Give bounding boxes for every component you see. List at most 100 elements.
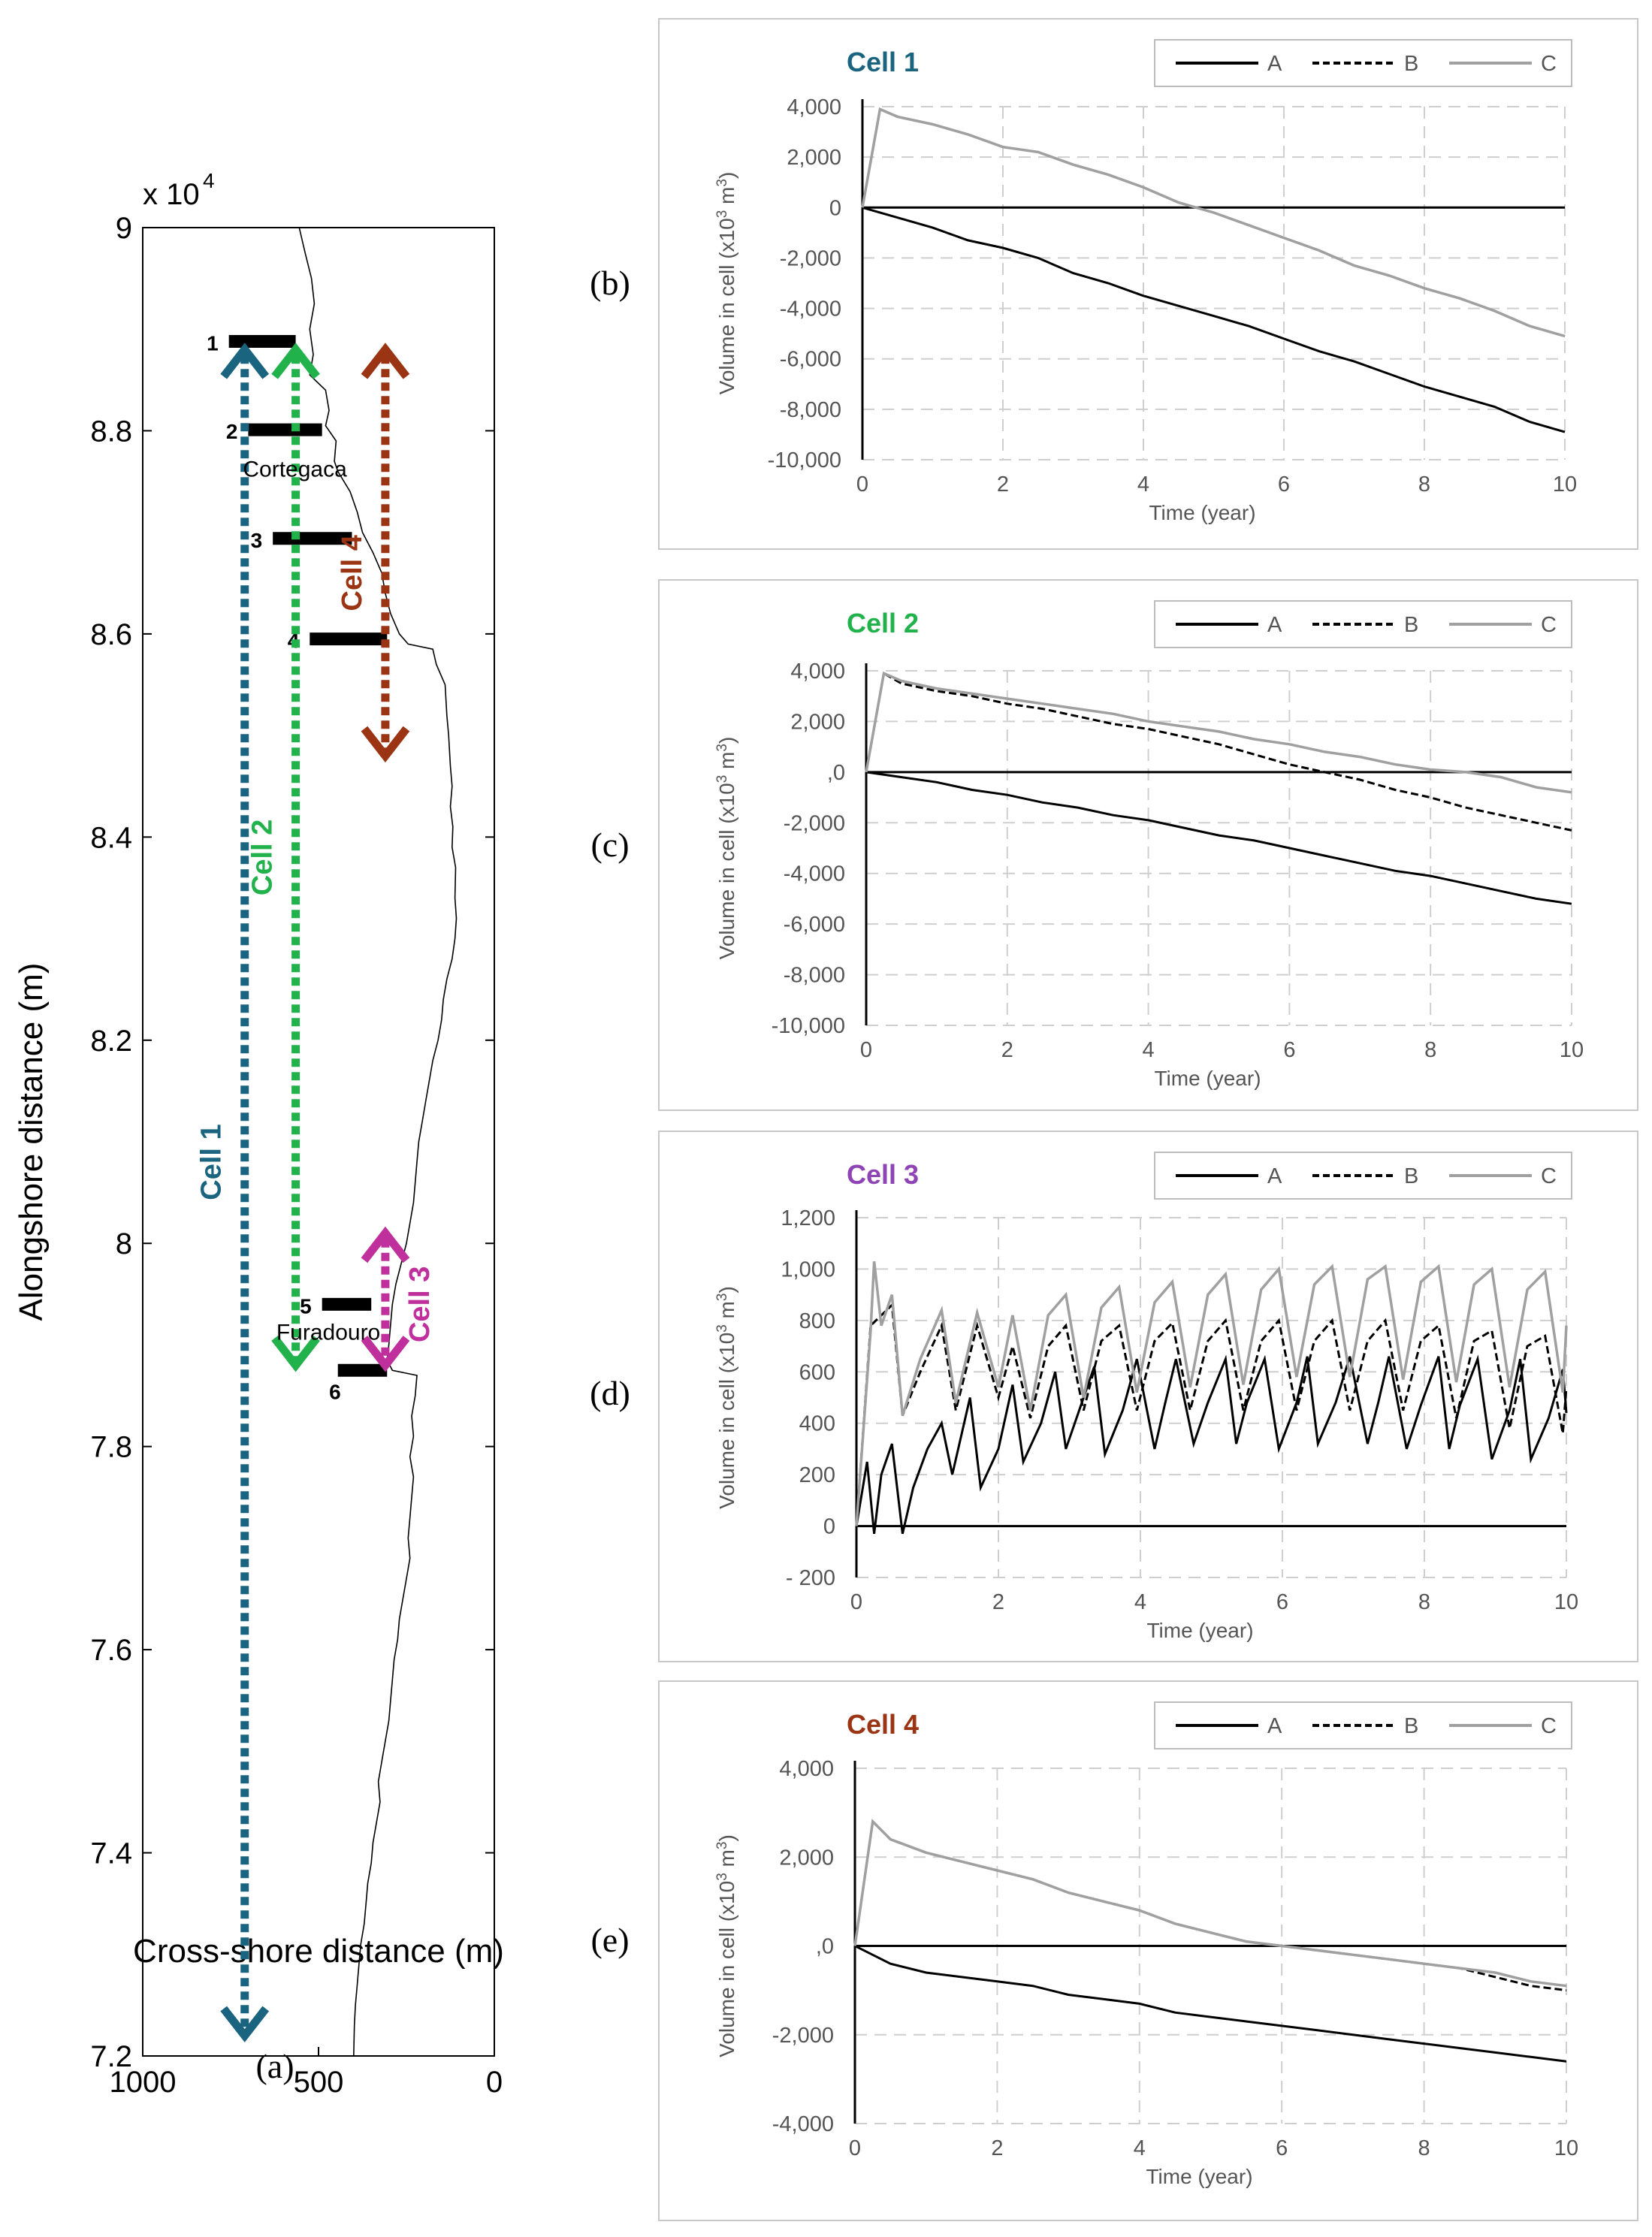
y-tick-label: -10,000 <box>772 1014 845 1038</box>
y-tick-label: -6,000 <box>780 348 841 372</box>
y-axis-label: Volume in cell (x103 m3) <box>714 737 738 960</box>
series-lines <box>861 107 1566 433</box>
x-tick-label: 2 <box>992 1590 1004 1614</box>
y-tick-label: 4,000 <box>787 95 841 119</box>
panel-tag: (c) <box>590 826 629 864</box>
chart-panel-cell-4: 4,000 2,000 ,0 -2,000 -4,000 0 2 4 6 8 10 Time (yea… <box>590 1680 1638 2221</box>
x-tick-label: 0 <box>860 1038 872 1062</box>
map-y-tick-label: 7.2 <box>90 2040 132 2073</box>
structure-number: 1 <box>207 331 219 355</box>
chart-panel-cell-1: 4,000 2,000 0 -2,000 -4,000 -6,000 -8,000 -10,0… <box>590 18 1638 550</box>
x-tick-label: 10 <box>1554 2136 1578 2160</box>
cell-arrow-1: Cell 1 <box>196 343 270 2042</box>
y-tick-label: 4,000 <box>790 660 845 684</box>
y-tick-label: 400 <box>799 1412 835 1436</box>
legend-entry: B <box>1404 613 1418 637</box>
map-y-tick-label: 8.4 <box>90 821 132 854</box>
series-line-c <box>853 1819 1567 1988</box>
y-tick-label: -10,000 <box>768 448 841 472</box>
map-panel: 9 8.8 8.6 8.4 8.2 8 7.8 7.6 7.4 7.2 1000 500 0 x 10… <box>13 169 504 2099</box>
y-tick-label: 0 <box>829 196 841 220</box>
x-tick-label: 0 <box>856 472 868 497</box>
cell-arrow-head-top <box>361 343 410 379</box>
y-tick-label: ,0 <box>827 761 845 785</box>
structure-1: 1 <box>207 331 296 355</box>
cell-arrow-head-top <box>220 343 270 379</box>
legend-entry: A <box>1267 52 1282 76</box>
series-line-a <box>865 771 1572 905</box>
series-line-c <box>865 671 1572 794</box>
legend-entry: C <box>1541 52 1557 76</box>
series-line-a <box>855 1354 1568 1535</box>
panel-tag: (d) <box>590 1374 630 1412</box>
series-lines <box>855 1261 1568 1535</box>
map-x-ticks: 1000 500 0 <box>110 2047 503 2099</box>
chart-frame <box>658 1131 1638 1662</box>
map-y-axis-label: Alongshore distance (m) <box>13 963 50 1321</box>
y-axis-label-part: 3 <box>714 1873 730 1881</box>
cell-arrow-3: Cell 3 <box>361 1226 436 1372</box>
chart-panels: 4,000 2 ,0 0 0 0 -2,000 -4,000 -6,000 -8,000 -10,0… <box>590 18 1638 2221</box>
legend-entry: B <box>1404 1164 1418 1188</box>
structure-4: 4 <box>288 629 388 653</box>
cell-label: Cell 4 <box>337 535 368 611</box>
cell-arrow-head-bottom <box>220 2006 270 2042</box>
x-tick-label: 0 <box>849 2136 861 2160</box>
x-axis-label: Time (year) <box>1149 501 1255 524</box>
panel-tag-a: (a) <box>255 2047 294 2085</box>
panel-tag: (e) <box>590 1921 629 1959</box>
tick-labels: 4,000 2,000 ,0 -2,000 -4,000 -6,000 -8,000 -10,… <box>772 660 1584 1062</box>
series-line-b <box>865 672 1572 832</box>
map-y-tick-label: 8.8 <box>90 415 132 448</box>
x-tick-label: 6 <box>1276 1590 1288 1614</box>
map-y-tick-label: 9 <box>116 212 132 245</box>
y-tick-label: 1,000 <box>781 1257 835 1282</box>
y-tick-label: 800 <box>799 1309 835 1333</box>
y-tick-label: 200 <box>799 1463 835 1487</box>
map-exponent-base: x 10 <box>143 178 200 211</box>
legend-entry: C <box>1541 613 1557 637</box>
panel-tag: (b) <box>590 264 630 302</box>
y-tick-label: -8,000 <box>780 398 841 422</box>
coastal-structures: 1 2 3 4 5 6 <box>207 331 388 1403</box>
y-tick-label: 0 <box>823 1515 835 1539</box>
y-axis-label-part: m <box>715 1849 738 1873</box>
y-axis-label-part: 3 <box>714 775 730 783</box>
map-y-tick-label: 8.6 <box>90 618 132 651</box>
y-tick-label: -4,000 <box>780 297 841 322</box>
y-tick-label: -2,000 <box>784 811 845 835</box>
chart-title: Cell 4 <box>847 1709 919 1740</box>
y-axis-label: Volume in cell (x103 m3) <box>714 1286 738 1509</box>
legend-entry: A <box>1267 1714 1282 1738</box>
y-tick-label: 600 <box>799 1360 835 1384</box>
legend: A B C <box>1154 39 1572 87</box>
x-tick-label: 8 <box>1424 1038 1436 1062</box>
legend-entry: A <box>1267 613 1282 637</box>
legend-entry: B <box>1404 52 1418 76</box>
chart-panel-cell-3: 1,200 1,000 800 600 400 200 0 - 200 0 2 4 6 8 10 Time … <box>590 1131 1638 1662</box>
x-tick-label: 6 <box>1278 472 1290 497</box>
map-x-axis-label: Cross-shore distance (m) <box>133 1933 504 1970</box>
legend: A B C <box>1154 1701 1572 1749</box>
y-tick-label: - 200 <box>786 1566 835 1590</box>
y-axis-label-part: Volume in cell (x10 <box>715 1333 738 1509</box>
chart-title: Cell 2 <box>847 608 919 638</box>
x-tick-label: 6 <box>1283 1038 1295 1062</box>
y-axis-label-part: Volume in cell (x10 <box>715 783 738 959</box>
map-x-tick-label: 0 <box>486 2066 503 2099</box>
y-axis-label-part: 3 <box>714 210 730 219</box>
cell-label: Cell 3 <box>404 1266 436 1342</box>
y-axis-label-part: 3 <box>714 744 730 752</box>
y-axis-label-part: ) <box>715 172 738 179</box>
y-axis-label-part: ) <box>715 1286 738 1293</box>
legend: A B C <box>1154 1152 1572 1200</box>
y-axis-label-part: Volume in cell (x10 <box>715 218 738 394</box>
chart-panel-cell-2: 4,000 2,000 ,0 -2,000 -4,000 -6,000 -8,000 -10,… <box>590 579 1638 1111</box>
series-lines <box>853 1819 1567 2063</box>
y-tick-label: 4,000 <box>779 1757 834 1781</box>
map-y-tick-label: 7.4 <box>90 1837 132 1870</box>
y-axis-label-part: ) <box>715 737 738 744</box>
cell-arrow-head-bottom <box>271 1336 320 1372</box>
cell-arrow-head-top <box>361 1226 410 1263</box>
